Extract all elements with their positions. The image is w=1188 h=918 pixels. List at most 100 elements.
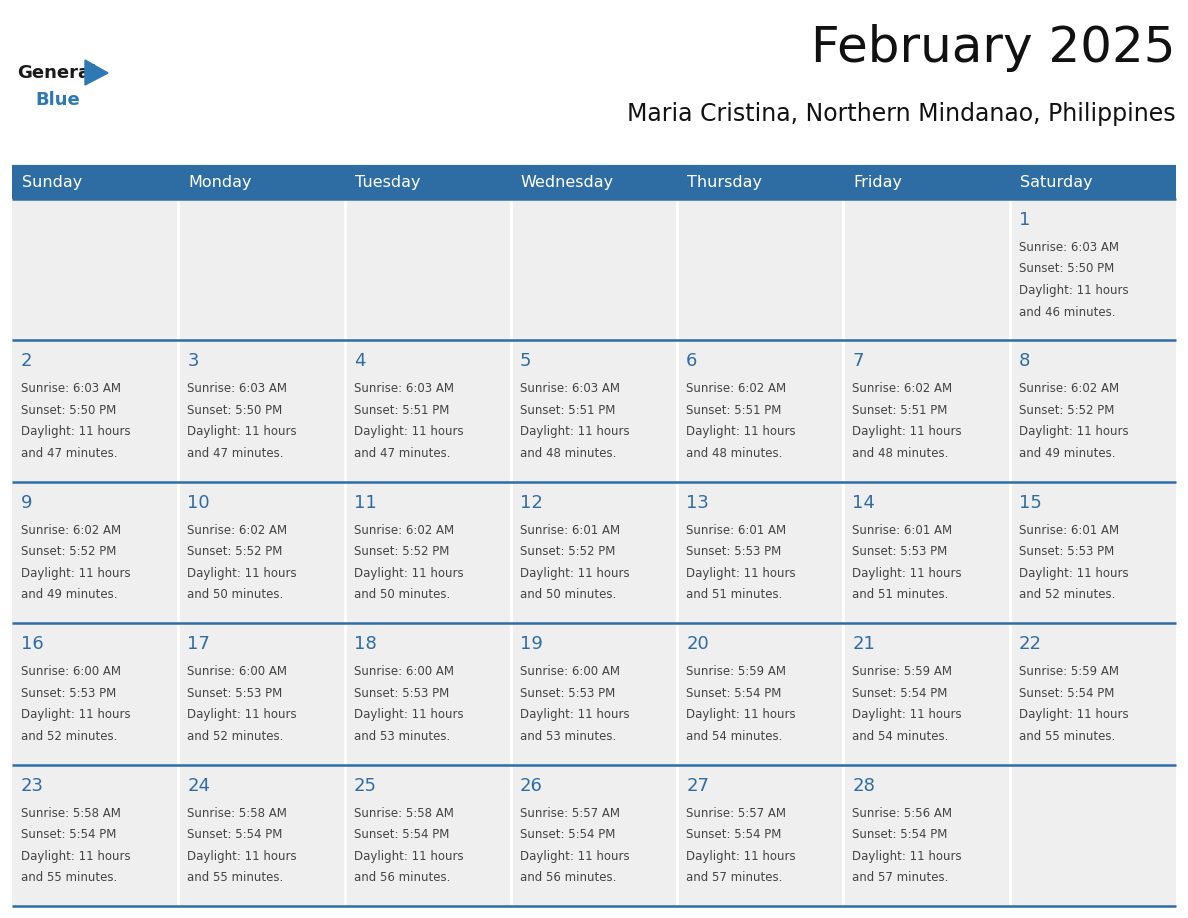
Text: Sunrise: 6:00 AM: Sunrise: 6:00 AM	[520, 666, 620, 678]
Bar	[511, 167, 677, 199]
Text: and 49 minutes.: and 49 minutes.	[1019, 447, 1116, 460]
Text: Sunset: 5:53 PM: Sunset: 5:53 PM	[853, 545, 948, 558]
Text: Thursday: Thursday	[687, 175, 763, 191]
Text: Sunset: 5:54 PM: Sunset: 5:54 PM	[687, 828, 782, 841]
Bar	[677, 199, 843, 341]
Bar	[677, 623, 843, 765]
Text: and 48 minutes.: and 48 minutes.	[853, 447, 949, 460]
Bar	[677, 341, 843, 482]
Text: Daylight: 11 hours: Daylight: 11 hours	[853, 425, 962, 439]
Text: Friday: Friday	[853, 175, 903, 191]
Text: Sunrise: 6:00 AM: Sunrise: 6:00 AM	[354, 666, 454, 678]
Text: and 49 minutes.: and 49 minutes.	[21, 588, 118, 601]
Text: 2: 2	[21, 353, 32, 370]
Text: Sunrise: 6:02 AM: Sunrise: 6:02 AM	[21, 524, 121, 537]
Bar	[345, 623, 511, 765]
Text: Daylight: 11 hours: Daylight: 11 hours	[687, 708, 796, 722]
Bar	[12, 482, 178, 623]
Text: Daylight: 11 hours: Daylight: 11 hours	[520, 708, 630, 722]
Text: and 57 minutes.: and 57 minutes.	[687, 871, 783, 884]
Text: and 48 minutes.: and 48 minutes.	[520, 447, 617, 460]
Text: Daylight: 11 hours: Daylight: 11 hours	[354, 425, 463, 439]
Bar	[843, 623, 1010, 765]
Text: and 47 minutes.: and 47 minutes.	[188, 447, 284, 460]
Text: 14: 14	[853, 494, 876, 512]
Text: and 47 minutes.: and 47 minutes.	[354, 447, 450, 460]
Text: and 51 minutes.: and 51 minutes.	[687, 588, 783, 601]
Text: Sunset: 5:54 PM: Sunset: 5:54 PM	[21, 828, 116, 841]
Bar	[12, 765, 178, 906]
Bar	[345, 765, 511, 906]
Text: Sunset: 5:54 PM: Sunset: 5:54 PM	[687, 687, 782, 700]
Bar	[843, 341, 1010, 482]
Bar	[511, 341, 677, 482]
Text: and 55 minutes.: and 55 minutes.	[188, 871, 284, 884]
Text: Daylight: 11 hours: Daylight: 11 hours	[21, 708, 131, 722]
Text: Daylight: 11 hours: Daylight: 11 hours	[1019, 708, 1129, 722]
Bar	[345, 199, 511, 341]
Text: Daylight: 11 hours: Daylight: 11 hours	[687, 566, 796, 580]
Bar	[677, 167, 843, 199]
Text: Sunset: 5:50 PM: Sunset: 5:50 PM	[1019, 263, 1114, 275]
Text: Sunrise: 6:02 AM: Sunrise: 6:02 AM	[188, 524, 287, 537]
Text: Sunrise: 6:02 AM: Sunrise: 6:02 AM	[354, 524, 454, 537]
Text: Sunset: 5:54 PM: Sunset: 5:54 PM	[1019, 687, 1114, 700]
Text: 10: 10	[188, 494, 210, 512]
Text: Sunrise: 5:58 AM: Sunrise: 5:58 AM	[354, 807, 454, 820]
Text: and 52 minutes.: and 52 minutes.	[188, 730, 284, 743]
Text: 3: 3	[188, 353, 198, 370]
Bar	[178, 765, 345, 906]
Text: Daylight: 11 hours: Daylight: 11 hours	[520, 849, 630, 863]
Text: and 56 minutes.: and 56 minutes.	[354, 871, 450, 884]
Text: and 56 minutes.: and 56 minutes.	[520, 871, 617, 884]
Text: Sunrise: 6:00 AM: Sunrise: 6:00 AM	[21, 666, 121, 678]
Text: and 48 minutes.: and 48 minutes.	[687, 447, 783, 460]
Text: Sunrise: 5:57 AM: Sunrise: 5:57 AM	[687, 807, 786, 820]
Text: Tuesday: Tuesday	[354, 175, 421, 191]
Text: Sunset: 5:52 PM: Sunset: 5:52 PM	[1019, 404, 1114, 417]
Text: 12: 12	[520, 494, 543, 512]
Text: 9: 9	[21, 494, 32, 512]
Bar	[1010, 623, 1176, 765]
Text: Daylight: 11 hours: Daylight: 11 hours	[354, 849, 463, 863]
Text: Daylight: 11 hours: Daylight: 11 hours	[853, 708, 962, 722]
Text: Sunset: 5:53 PM: Sunset: 5:53 PM	[188, 687, 283, 700]
Text: Daylight: 11 hours: Daylight: 11 hours	[853, 566, 962, 580]
Text: Sunset: 5:52 PM: Sunset: 5:52 PM	[188, 545, 283, 558]
Text: Sunset: 5:53 PM: Sunset: 5:53 PM	[354, 687, 449, 700]
Text: 18: 18	[354, 635, 377, 654]
Text: 4: 4	[354, 353, 365, 370]
Text: and 53 minutes.: and 53 minutes.	[520, 730, 617, 743]
Text: Sunrise: 6:02 AM: Sunrise: 6:02 AM	[687, 383, 786, 396]
Text: Monday: Monday	[188, 175, 252, 191]
Text: Sunrise: 5:58 AM: Sunrise: 5:58 AM	[21, 807, 121, 820]
Text: Daylight: 11 hours: Daylight: 11 hours	[687, 849, 796, 863]
Text: Sunset: 5:51 PM: Sunset: 5:51 PM	[853, 404, 948, 417]
Bar	[1010, 199, 1176, 341]
Text: Daylight: 11 hours: Daylight: 11 hours	[354, 708, 463, 722]
Text: Sunrise: 5:59 AM: Sunrise: 5:59 AM	[1019, 666, 1119, 678]
Text: 25: 25	[354, 777, 377, 795]
Text: Sunset: 5:50 PM: Sunset: 5:50 PM	[21, 404, 116, 417]
Text: 13: 13	[687, 494, 709, 512]
Text: General: General	[17, 64, 96, 82]
Text: Sunset: 5:54 PM: Sunset: 5:54 PM	[188, 828, 283, 841]
Text: and 55 minutes.: and 55 minutes.	[1019, 730, 1116, 743]
Bar	[843, 765, 1010, 906]
Text: 15: 15	[1019, 494, 1042, 512]
Text: 23: 23	[21, 777, 44, 795]
Bar	[1010, 167, 1176, 199]
Bar	[677, 482, 843, 623]
Text: Sunset: 5:54 PM: Sunset: 5:54 PM	[354, 828, 449, 841]
Bar	[1010, 765, 1176, 906]
Text: Sunrise: 5:56 AM: Sunrise: 5:56 AM	[853, 807, 953, 820]
Text: 17: 17	[188, 635, 210, 654]
Text: Daylight: 11 hours: Daylight: 11 hours	[188, 566, 297, 580]
Bar	[178, 623, 345, 765]
Text: 28: 28	[853, 777, 876, 795]
Text: 24: 24	[188, 777, 210, 795]
Text: Sunrise: 6:03 AM: Sunrise: 6:03 AM	[354, 383, 454, 396]
Text: Sunrise: 5:59 AM: Sunrise: 5:59 AM	[853, 666, 953, 678]
Text: Sunrise: 6:00 AM: Sunrise: 6:00 AM	[188, 666, 287, 678]
Text: Daylight: 11 hours: Daylight: 11 hours	[687, 425, 796, 439]
